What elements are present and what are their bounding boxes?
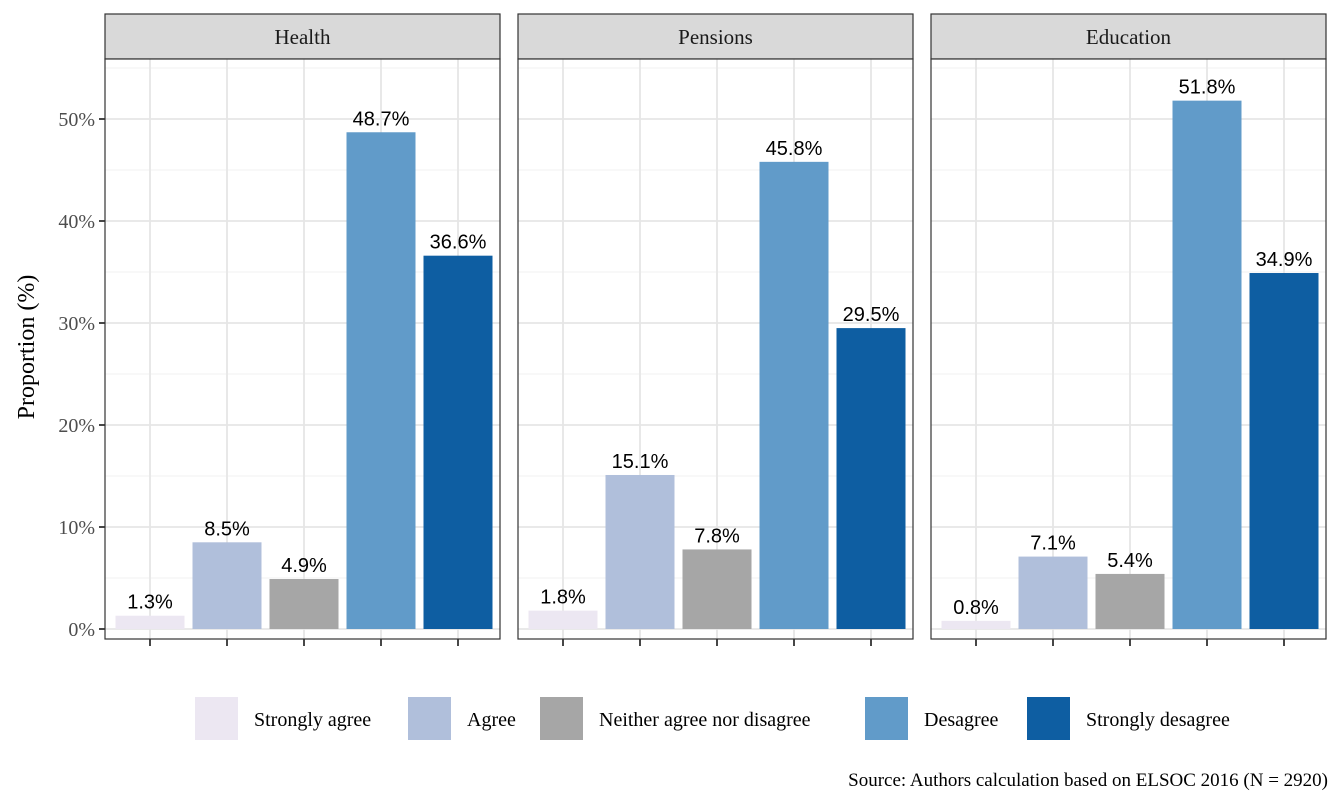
bar-value-label: 7.1%	[1030, 533, 1076, 555]
facet-title: Education	[1086, 25, 1172, 49]
legend-swatch	[540, 697, 583, 740]
bar-pensions-4	[836, 328, 906, 629]
facet-title: Pensions	[678, 25, 753, 49]
bar-value-label: 15.1%	[612, 451, 669, 473]
legend: Strongly agree Agree Neither agree nor dis…	[195, 697, 1230, 740]
y-tick-label: 10%	[58, 517, 95, 539]
y-tick-label: 50%	[58, 109, 95, 131]
caption: Source: Authors calculation based on ELS…	[848, 770, 1328, 791]
legend-item: Strongly agree	[195, 697, 371, 740]
bar-value-label: 34.9%	[1256, 249, 1313, 271]
bar-education-0	[941, 620, 1011, 629]
bar-pensions-1	[605, 474, 675, 629]
panel-border	[930, 58, 1327, 640]
bar-health-3	[346, 132, 416, 629]
bar-pensions-0	[528, 610, 598, 629]
facet-strip	[930, 13, 1327, 60]
bar-pensions-3	[759, 161, 829, 629]
legend-item: Agree	[408, 697, 516, 740]
bar-value-label: 48.7%	[353, 108, 410, 130]
bar-value-label: 8.5%	[204, 518, 250, 540]
legend-label: Strongly agree	[254, 709, 371, 731]
legend-swatch	[1027, 697, 1070, 740]
facet-strip	[104, 13, 501, 60]
facet-panel-education: Education 0.8% 7.1% 5.4% 51.8% 34.9%	[930, 13, 1327, 646]
legend-item: Neither agree nor disagree	[540, 697, 811, 740]
bar-value-label: 29.5%	[843, 304, 900, 326]
y-axis-title: Proportion (%)	[14, 275, 40, 420]
bar-value-label: 36.6%	[430, 232, 487, 254]
facet-title: Health	[275, 25, 331, 49]
facet-panel-pensions: Pensions 1.8% 15.1% 7.8% 45.8% 29.5%	[517, 13, 914, 646]
y-tick-label: 20%	[58, 415, 95, 437]
facet-panel-health: Health 1.3% 8.5% 4.9% 48.7% 36.6%	[104, 13, 501, 646]
bar-education-2	[1095, 573, 1165, 629]
bar-value-label: 4.9%	[281, 555, 327, 577]
bar-value-label: 1.8%	[540, 587, 586, 609]
bar-value-label: 5.4%	[1107, 550, 1153, 572]
bar-pensions-2	[682, 549, 752, 629]
y-axis: 0% 10% 20% 30% 40% 50%	[58, 109, 105, 641]
panels: Health 1.3% 8.5% 4.9% 48.7% 36.6% Pensions 1.8%…	[104, 13, 1327, 646]
legend-item: Desagree	[865, 697, 999, 740]
legend-label: Desagree	[924, 709, 999, 731]
facet-strip	[517, 13, 914, 60]
y-tick-label: 30%	[58, 313, 95, 335]
y-tick-label: 40%	[58, 211, 95, 233]
bar-health-1	[192, 542, 262, 629]
bar-education-1	[1018, 556, 1088, 629]
legend-label: Strongly desagree	[1086, 709, 1230, 731]
bar-value-label: 7.8%	[694, 525, 740, 547]
legend-swatch	[408, 697, 451, 740]
bar-health-0	[115, 615, 185, 629]
y-tick-label: 0%	[68, 619, 95, 641]
bar-education-3	[1172, 100, 1242, 629]
bar-value-label: 45.8%	[766, 138, 823, 160]
legend-swatch	[865, 697, 908, 740]
bar-value-label: 0.8%	[953, 597, 999, 619]
bar-value-label: 51.8%	[1179, 77, 1236, 99]
bar-health-4	[423, 255, 493, 629]
bar-health-2	[269, 579, 339, 629]
panel-border	[104, 58, 501, 640]
panel-border	[517, 58, 914, 640]
legend-swatch	[195, 697, 238, 740]
legend-label: Neither agree nor disagree	[599, 709, 811, 731]
legend-item: Strongly desagree	[1027, 697, 1230, 740]
bar-value-label: 1.3%	[127, 592, 173, 614]
bar-education-4	[1249, 273, 1319, 629]
legend-label: Agree	[467, 709, 516, 731]
